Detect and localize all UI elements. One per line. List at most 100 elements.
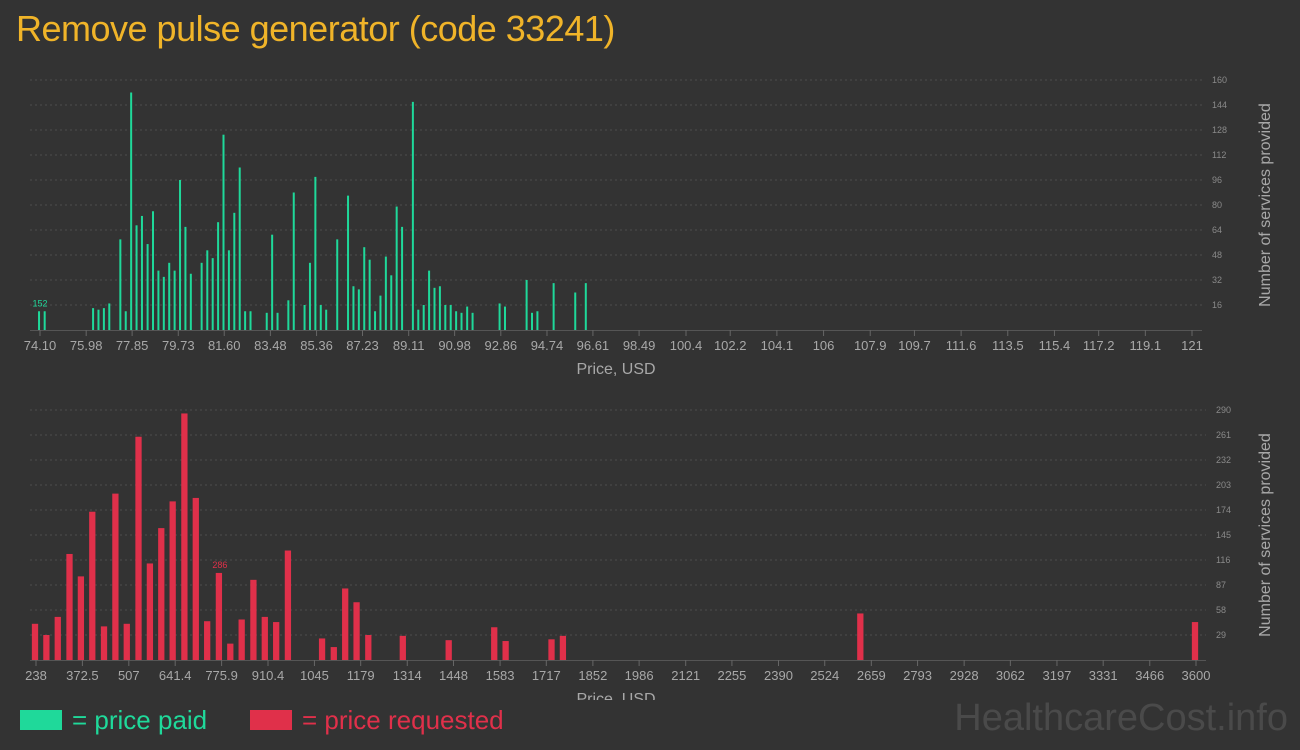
bar	[390, 275, 393, 330]
bar	[265, 312, 268, 330]
legend-paid-label: = price paid	[72, 704, 208, 735]
bar	[200, 262, 203, 330]
x-tick-label: 85.36	[300, 338, 333, 353]
bar	[503, 306, 506, 330]
bar	[342, 588, 349, 660]
bar	[146, 244, 149, 330]
bar	[379, 295, 382, 330]
x-tick-label: 3331	[1089, 668, 1118, 683]
x-tick-label: 92.86	[485, 338, 518, 353]
bar	[168, 262, 171, 330]
bar	[399, 635, 406, 660]
bar	[233, 212, 236, 330]
bar	[238, 167, 241, 330]
peak-value-label: 286	[212, 560, 227, 570]
x-tick-label: 115.4	[1039, 338, 1071, 353]
x-tick-label: 910.4	[252, 668, 285, 683]
bar	[211, 258, 214, 330]
x-tick-label: 87.23	[346, 338, 379, 353]
legend-price-requested: = price requested	[250, 703, 504, 737]
bar	[525, 280, 528, 330]
bar	[353, 602, 360, 660]
bar	[308, 262, 311, 330]
x-tick-label: 1583	[486, 668, 515, 683]
bar	[102, 308, 105, 330]
bar	[445, 640, 452, 660]
y-axis-title: Number of services provided	[1257, 433, 1274, 637]
bar	[43, 311, 46, 330]
legend-requested-label: = price requested	[302, 704, 504, 735]
bar	[319, 305, 322, 330]
x-tick-label: 79.73	[162, 338, 195, 353]
y-tick-label: 174	[1216, 505, 1231, 515]
bar	[135, 225, 138, 330]
x-tick-label: 75.98	[70, 338, 103, 353]
x-tick-label: 507	[118, 668, 140, 683]
x-axis-title: Price, USD	[576, 361, 655, 378]
bar	[559, 635, 567, 660]
bar	[330, 647, 337, 660]
bar	[449, 305, 452, 330]
bar	[54, 616, 61, 660]
bar	[574, 292, 577, 330]
x-tick-label: 3466	[1135, 668, 1164, 683]
bar	[374, 311, 377, 330]
y-tick-label: 29	[1216, 630, 1226, 640]
legend-price-paid: = price paid	[20, 703, 207, 737]
x-tick-label: 106	[813, 338, 835, 353]
x-tick-label: 1448	[439, 668, 468, 683]
bar	[244, 311, 247, 330]
bar	[157, 270, 160, 330]
y-tick-label: 128	[1212, 125, 1227, 135]
y-tick-label: 145	[1216, 530, 1231, 540]
x-tick-label: 104.1	[761, 338, 794, 353]
x-tick-label: 1179	[347, 668, 375, 683]
bar	[43, 635, 50, 660]
x-tick-label: 775.9	[205, 668, 238, 683]
x-tick-label: 89.11	[393, 338, 425, 353]
bar	[444, 305, 447, 330]
bar	[238, 619, 245, 660]
legend-requested-swatch	[250, 710, 292, 730]
bar	[217, 222, 220, 330]
bar	[857, 613, 864, 660]
bar	[184, 226, 187, 330]
bar	[100, 626, 108, 660]
page-title: Remove pulse generator (code 33241)	[16, 8, 615, 49]
x-tick-label: 111.6	[946, 338, 977, 353]
x-tick-label: 121	[1181, 338, 1203, 353]
y-tick-label: 80	[1212, 200, 1222, 210]
bar	[77, 576, 85, 660]
x-tick-label: 1852	[578, 668, 607, 683]
bar	[325, 309, 328, 330]
bar	[108, 303, 111, 330]
peak-value-label: 152	[32, 298, 47, 308]
x-tick-label: 113.5	[992, 338, 1024, 353]
bar	[192, 497, 199, 660]
bar	[502, 641, 509, 660]
bar	[189, 273, 192, 330]
bar	[548, 639, 555, 660]
x-tick-label: 372.5	[66, 668, 99, 683]
x-tick-label: 238	[25, 668, 47, 683]
x-tick-label: 1314	[393, 668, 422, 683]
x-tick-label: 90.98	[438, 338, 471, 353]
bar	[368, 259, 371, 330]
x-axis-title: Price, USD	[576, 691, 655, 700]
x-tick-label: 98.49	[623, 338, 656, 353]
x-tick-label: 2390	[764, 668, 793, 683]
bar	[66, 553, 73, 660]
bar	[140, 215, 143, 330]
bar	[363, 247, 366, 330]
x-tick-label: 83.48	[254, 338, 287, 353]
bar	[204, 621, 211, 660]
bar	[460, 312, 463, 330]
bar	[97, 309, 100, 330]
x-tick-label: 2793	[903, 668, 932, 683]
y-tick-label: 32	[1212, 275, 1222, 285]
bar	[227, 643, 234, 660]
bar	[222, 134, 225, 330]
x-tick-label: 102.2	[714, 338, 747, 353]
x-tick-label: 2121	[671, 668, 700, 683]
x-tick-label: 2928	[950, 668, 979, 683]
